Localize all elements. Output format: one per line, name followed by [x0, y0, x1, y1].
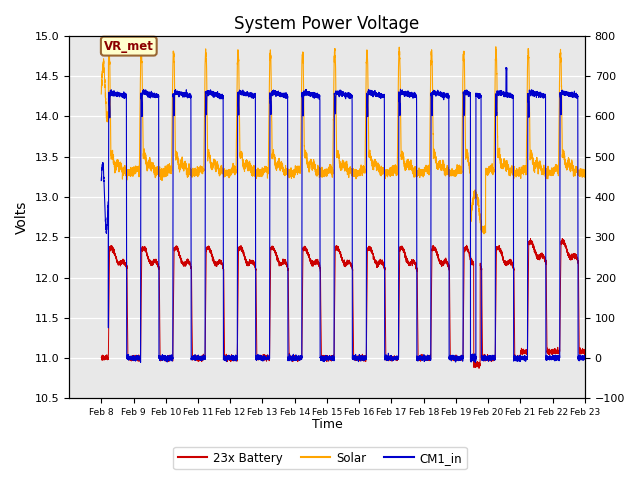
X-axis label: Time: Time	[312, 419, 342, 432]
Title: System Power Voltage: System Power Voltage	[234, 15, 420, 33]
Y-axis label: Volts: Volts	[15, 201, 29, 234]
Legend: 23x Battery, Solar, CM1_in: 23x Battery, Solar, CM1_in	[173, 447, 467, 469]
Text: VR_met: VR_met	[104, 40, 154, 53]
